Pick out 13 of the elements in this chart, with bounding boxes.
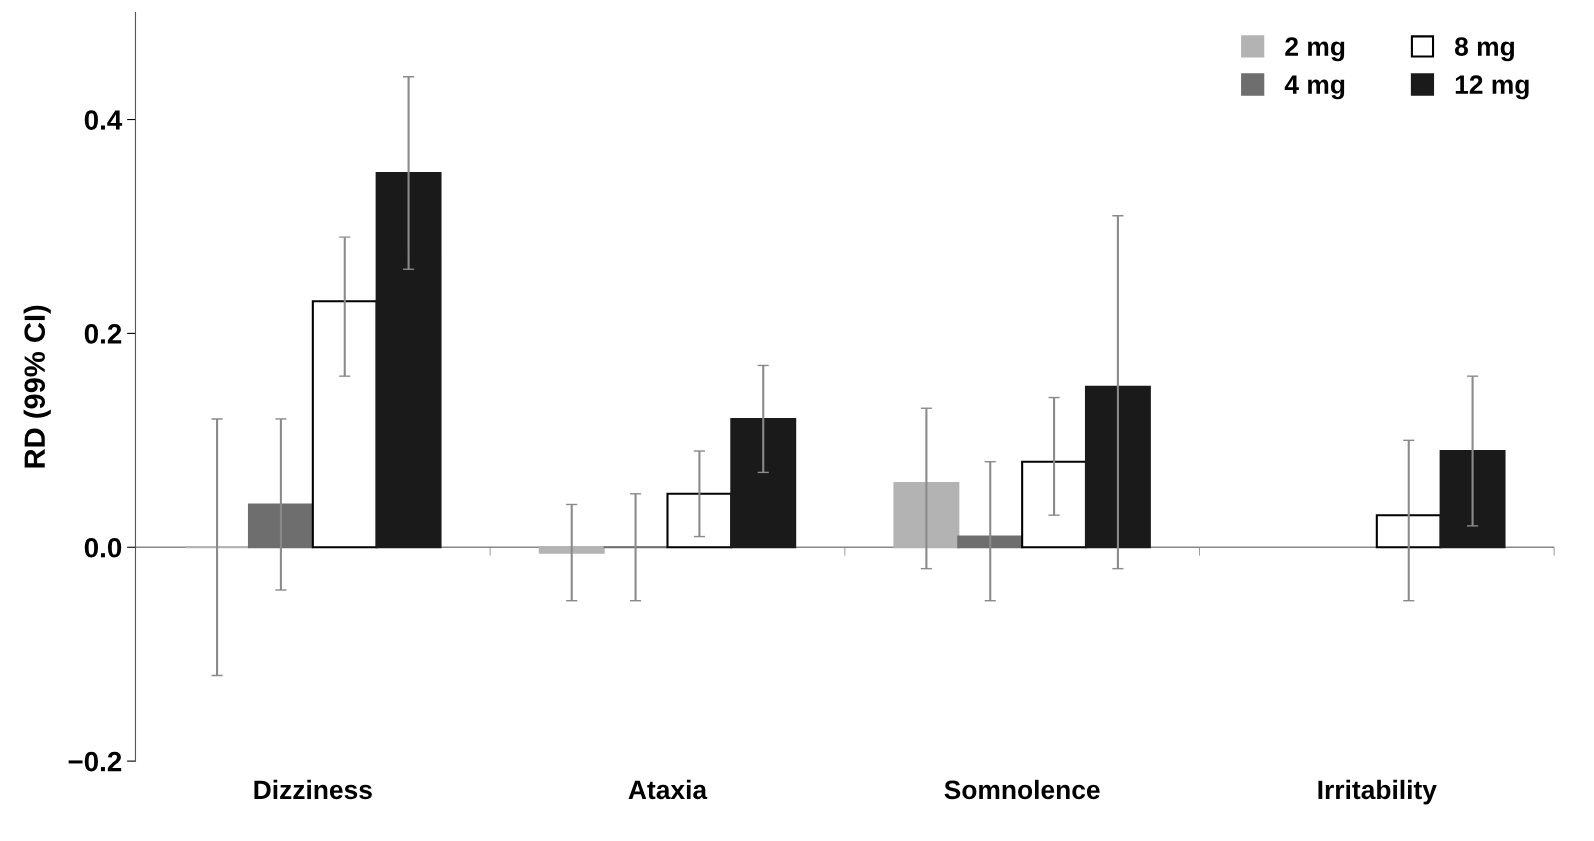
y-tick-label: −0.2 bbox=[68, 751, 122, 772]
x-tick-label: Ataxia bbox=[628, 779, 708, 800]
x-tick-label: Irritability bbox=[1318, 779, 1437, 805]
legend-label: 12 mg bbox=[1455, 75, 1529, 100]
legend-label: 4 mg bbox=[1284, 75, 1345, 100]
x-tick-label: Somnolence bbox=[944, 779, 1100, 800]
y-axis-title: RD (99% CI) bbox=[23, 305, 51, 468]
y-tick-label: 0.0 bbox=[84, 537, 122, 558]
y-tick-label: 0.4 bbox=[84, 110, 123, 130]
x-tick-label: Dizziness bbox=[254, 779, 372, 800]
legend-label: 2 mg bbox=[1285, 37, 1345, 62]
legend-label: 8 mg bbox=[1454, 37, 1514, 62]
y-tick-label: 0.2 bbox=[84, 324, 122, 344]
